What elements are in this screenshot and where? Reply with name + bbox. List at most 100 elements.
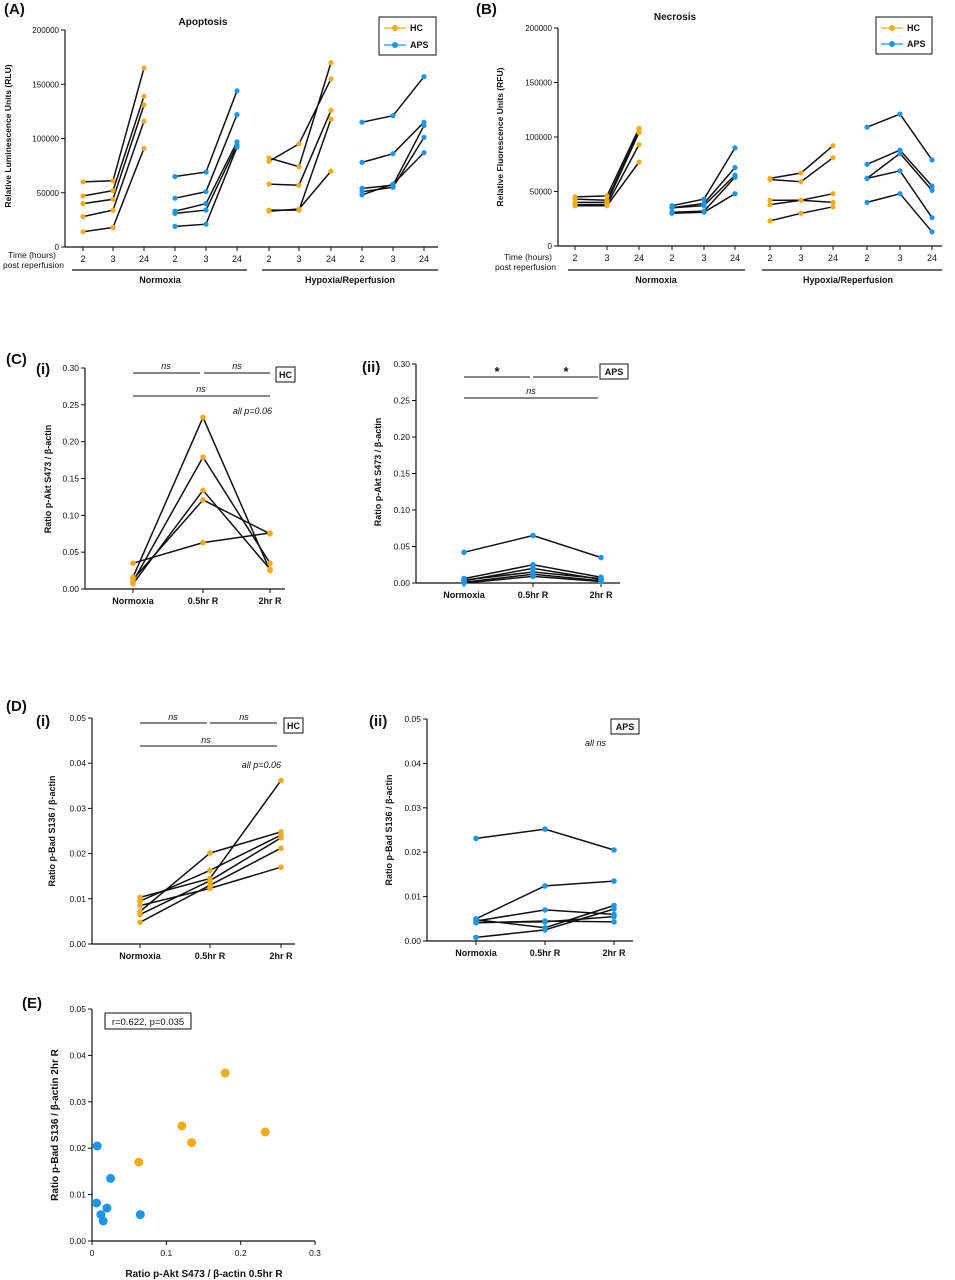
data-point bbox=[266, 208, 272, 214]
series-line bbox=[174, 114, 238, 199]
data-point bbox=[200, 414, 206, 421]
y-tick-label: 0.00 bbox=[69, 1236, 86, 1246]
panel-c-i: (C) (i) Ratio p-Akt S473 / β-actin 0.000… bbox=[6, 351, 296, 606]
x-tick-label: 2 bbox=[864, 253, 869, 263]
panel-a-tag: (A) bbox=[4, 1, 25, 18]
data-point bbox=[203, 169, 209, 175]
data-point bbox=[929, 183, 935, 189]
scatter-point bbox=[98, 1216, 108, 1226]
y-tick-label: 0.04 bbox=[69, 758, 86, 768]
panel-d-i-plot bbox=[137, 777, 284, 926]
panel-c-ii-sub: (ii) bbox=[362, 359, 380, 376]
scatter-point bbox=[106, 1173, 116, 1183]
x-tick-label: 3 bbox=[390, 254, 395, 264]
panel-c-i-sub: (i) bbox=[36, 361, 50, 378]
x-tick-label: 24 bbox=[139, 254, 149, 264]
data-point bbox=[798, 179, 804, 185]
panel-b-group-hypoxia: Hypoxia/Reperfusion bbox=[803, 275, 893, 285]
panel-e-tag: (E) bbox=[22, 995, 42, 1012]
data-point bbox=[542, 907, 548, 913]
panel-e-ylabel: Ratio p-Bad S136 / β-actin 2hr R bbox=[50, 1048, 61, 1200]
x-tick-label: 24 bbox=[828, 253, 838, 263]
data-point bbox=[80, 193, 86, 199]
group-label-aps: APS bbox=[616, 722, 635, 732]
x-tick-label: 2 bbox=[669, 253, 674, 263]
panel-d-tag: (D) bbox=[6, 698, 27, 715]
y-tick-label: 0.02 bbox=[69, 1143, 86, 1153]
data-point bbox=[296, 141, 302, 147]
data-point bbox=[542, 826, 548, 832]
data-point bbox=[897, 150, 903, 156]
data-point bbox=[830, 143, 836, 149]
data-point bbox=[572, 203, 578, 209]
data-point bbox=[473, 835, 479, 842]
y-tick-label: 0 bbox=[548, 242, 553, 251]
data-point bbox=[141, 118, 147, 124]
sig-label-2: * bbox=[563, 364, 569, 379]
data-point bbox=[897, 111, 903, 117]
y-tick-label: 0.02 bbox=[69, 849, 86, 859]
data-point bbox=[278, 864, 284, 870]
scatter-point bbox=[135, 1210, 145, 1220]
series-line bbox=[866, 192, 933, 233]
data-point bbox=[929, 229, 935, 235]
data-point bbox=[234, 144, 240, 150]
data-point bbox=[669, 205, 675, 211]
data-point bbox=[897, 191, 903, 197]
scatter-point bbox=[187, 1138, 197, 1148]
group-label-aps: APS bbox=[605, 367, 624, 377]
data-point bbox=[929, 157, 935, 163]
panel-e-y-ticks: 0.00 0.01 0.02 0.03 0.04 0.05 bbox=[69, 1004, 92, 1246]
x-tick-label: 3 bbox=[604, 253, 609, 263]
data-point bbox=[929, 187, 935, 193]
data-point bbox=[296, 164, 302, 170]
x-tick-label: 24 bbox=[326, 254, 336, 264]
panel-a-legend: HC APS bbox=[378, 16, 437, 56]
group-box-hc bbox=[283, 717, 304, 734]
panel-d-ii-x-ticks: Normoxia 0.5hr R 2hr R bbox=[455, 941, 626, 958]
scatter-point bbox=[92, 1141, 102, 1151]
panel-c-i-plot bbox=[130, 414, 273, 587]
data-point bbox=[390, 113, 396, 119]
y-tick-label: 0.00 bbox=[69, 939, 86, 949]
series-line bbox=[132, 455, 271, 582]
data-point bbox=[203, 189, 209, 195]
x-tick-label: 3 bbox=[798, 253, 803, 263]
x-tick-label: 2 bbox=[359, 254, 364, 264]
data-point bbox=[732, 164, 738, 171]
data-point bbox=[611, 913, 617, 920]
series-line bbox=[174, 141, 238, 212]
data-point bbox=[137, 898, 143, 904]
x-tick-label: 2hr R bbox=[602, 948, 626, 958]
data-point bbox=[864, 161, 870, 167]
y-tick-label: 150000 bbox=[32, 80, 59, 89]
y-tick-label: 0.03 bbox=[404, 803, 421, 813]
legend-hc-marker bbox=[889, 25, 895, 31]
y-tick-label: 0.30 bbox=[62, 363, 79, 373]
data-point bbox=[473, 920, 479, 926]
data-point bbox=[701, 203, 707, 209]
data-point bbox=[542, 883, 548, 889]
data-point bbox=[461, 549, 467, 556]
y-tick-label: 0.20 bbox=[62, 437, 79, 447]
data-point bbox=[130, 581, 136, 587]
y-tick-label: 0.02 bbox=[404, 847, 421, 857]
p-value-note: all p=0.06 bbox=[242, 760, 281, 770]
data-point bbox=[110, 224, 116, 231]
series-line bbox=[132, 532, 271, 564]
panel-d-ii-y-ticks: 0.00 0.01 0.02 0.03 0.04 0.05 bbox=[404, 714, 427, 946]
panel-b-y-ticks: 0 50000 100000 150000 200000 bbox=[525, 24, 558, 251]
x-tick-label: 0.5hr R bbox=[518, 590, 549, 600]
data-point bbox=[296, 182, 302, 188]
data-point bbox=[636, 142, 642, 148]
data-point bbox=[732, 191, 738, 197]
x-tick-label: Normoxia bbox=[455, 948, 498, 958]
data-point bbox=[207, 877, 213, 884]
legend-box bbox=[378, 16, 437, 56]
scatter-point bbox=[134, 1157, 144, 1167]
panel-b-time-label-1: Time (hours) bbox=[504, 252, 552, 262]
data-point bbox=[830, 199, 836, 205]
y-tick-label: 100000 bbox=[525, 133, 552, 142]
data-point bbox=[137, 902, 143, 909]
